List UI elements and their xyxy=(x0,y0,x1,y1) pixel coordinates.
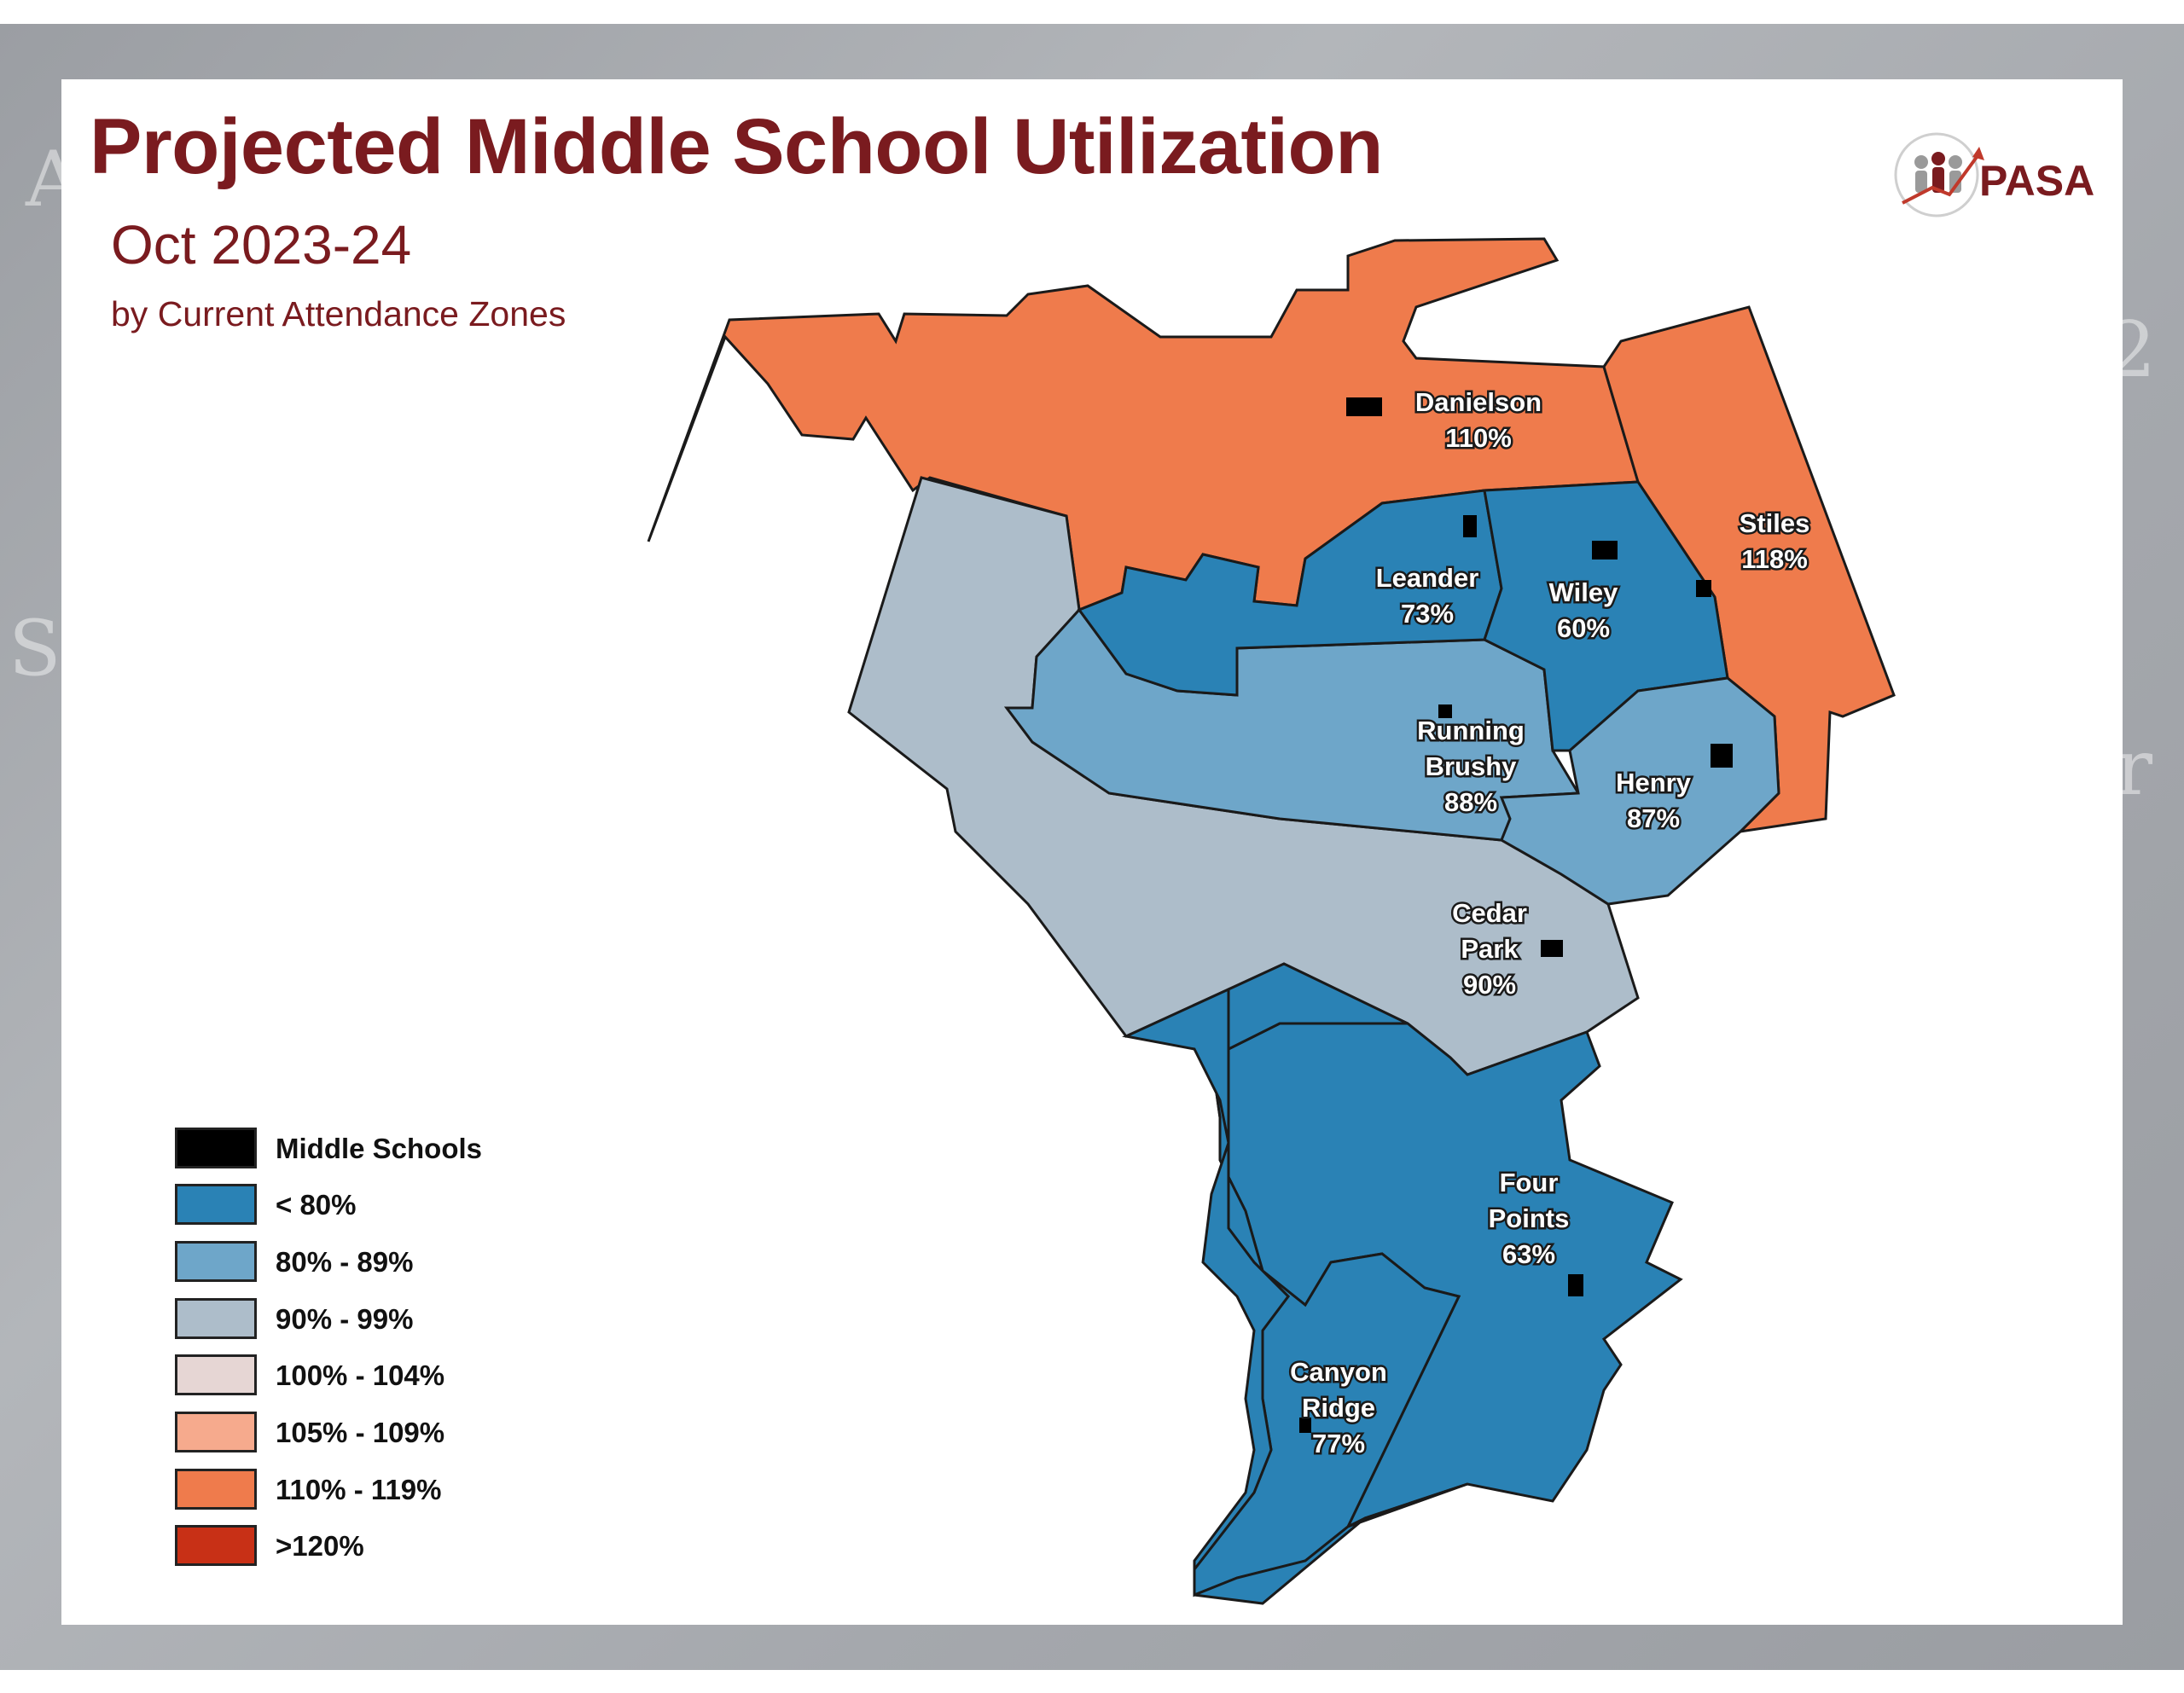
school-marker-four-points xyxy=(1568,1274,1583,1296)
legend-label: 100% - 104% xyxy=(276,1360,445,1391)
school-marker-canyon-ridge xyxy=(1299,1418,1311,1433)
school-marker-wiley xyxy=(1592,541,1618,560)
zone-label-leander: 73% xyxy=(1401,599,1454,629)
school-marker-running-brushy xyxy=(1438,704,1452,718)
zone-label-wiley: 60% xyxy=(1557,613,1610,643)
zone-label-stiles: 118% xyxy=(1741,544,1808,574)
zone-label-cedar-park: Park xyxy=(1461,934,1519,964)
zone-label-canyon-ridge: Ridge xyxy=(1302,1393,1375,1423)
zone-label-cedar-park: 90% xyxy=(1463,970,1516,1000)
school-marker-danielson xyxy=(1346,397,1382,416)
legend-swatch xyxy=(175,1412,257,1452)
legend-label: 110% - 119% xyxy=(276,1474,442,1505)
zone-label-danielson: Danielson xyxy=(1415,387,1542,417)
legend-item-90-99: 90% - 99% xyxy=(175,1298,687,1349)
legend-swatch xyxy=(175,1241,257,1282)
legend-swatch xyxy=(175,1128,257,1168)
zone-label-canyon-ridge: Canyon xyxy=(1290,1357,1387,1387)
school-marker-stiles xyxy=(1696,580,1711,597)
school-marker-cedar-park xyxy=(1541,940,1563,957)
zone-label-canyon-ridge: 77% xyxy=(1312,1429,1365,1458)
zone-label-running-brushy: Running xyxy=(1417,716,1525,745)
zone-label-stiles: Stiles xyxy=(1740,508,1810,538)
legend-label: < 80% xyxy=(276,1189,357,1220)
pasa-logo-icon xyxy=(1894,132,1984,217)
legend-label: Middle Schools xyxy=(276,1133,483,1164)
zone-label-danielson: 110% xyxy=(1445,423,1512,453)
zone-henry xyxy=(1499,676,1780,906)
page-subtitle: Oct 2023-24 xyxy=(111,214,412,275)
zone-label-henry: Henry xyxy=(1616,768,1692,797)
school-marker-henry xyxy=(1711,744,1733,768)
legend-label: 90% - 99% xyxy=(276,1303,414,1335)
zone-label-running-brushy: Brushy xyxy=(1426,751,1518,781)
logo-text: PASA xyxy=(1979,157,2095,205)
legend-swatch xyxy=(175,1184,257,1225)
legend-swatch xyxy=(175,1525,257,1566)
legend-item-100-104: 100% - 104% xyxy=(175,1354,687,1406)
legend-item-over-120: >120% xyxy=(175,1525,687,1576)
zone-label-four-points: Four xyxy=(1500,1168,1559,1197)
legend-label: >120% xyxy=(276,1530,364,1562)
legend-item-105-109: 105% - 109% xyxy=(175,1412,687,1463)
zone-label-henry: 87% xyxy=(1627,803,1680,833)
legend-item-middle-schools: Middle Schools xyxy=(175,1128,687,1179)
legend-label: 80% - 89% xyxy=(276,1246,414,1278)
legend-label: 105% - 109% xyxy=(276,1417,445,1448)
legend-swatch xyxy=(175,1354,257,1395)
page-title: Projected Middle School Utilization xyxy=(90,103,1383,190)
zone-label-running-brushy: 88% xyxy=(1444,787,1497,817)
legend-swatch xyxy=(175,1469,257,1510)
legend-item-110-119: 110% - 119% xyxy=(175,1469,687,1520)
zone-label-wiley: Wiley xyxy=(1549,577,1618,607)
chalk-scribble: S xyxy=(9,604,61,693)
legend-item-80-89: 80% - 89% xyxy=(175,1241,687,1292)
school-marker-leander xyxy=(1463,515,1477,537)
legend-item-under-80: < 80% xyxy=(175,1184,687,1235)
legend-swatch xyxy=(175,1298,257,1339)
zone-label-cedar-park: Cedar xyxy=(1452,898,1527,928)
zone-label-leander: Leander xyxy=(1376,563,1479,593)
zone-label-four-points: Points xyxy=(1489,1203,1570,1233)
page-caption: by Current Attendance Zones xyxy=(111,294,566,333)
zone-label-four-points: 63% xyxy=(1502,1239,1555,1269)
zone-canyon-ridge-west xyxy=(1122,987,1468,1605)
